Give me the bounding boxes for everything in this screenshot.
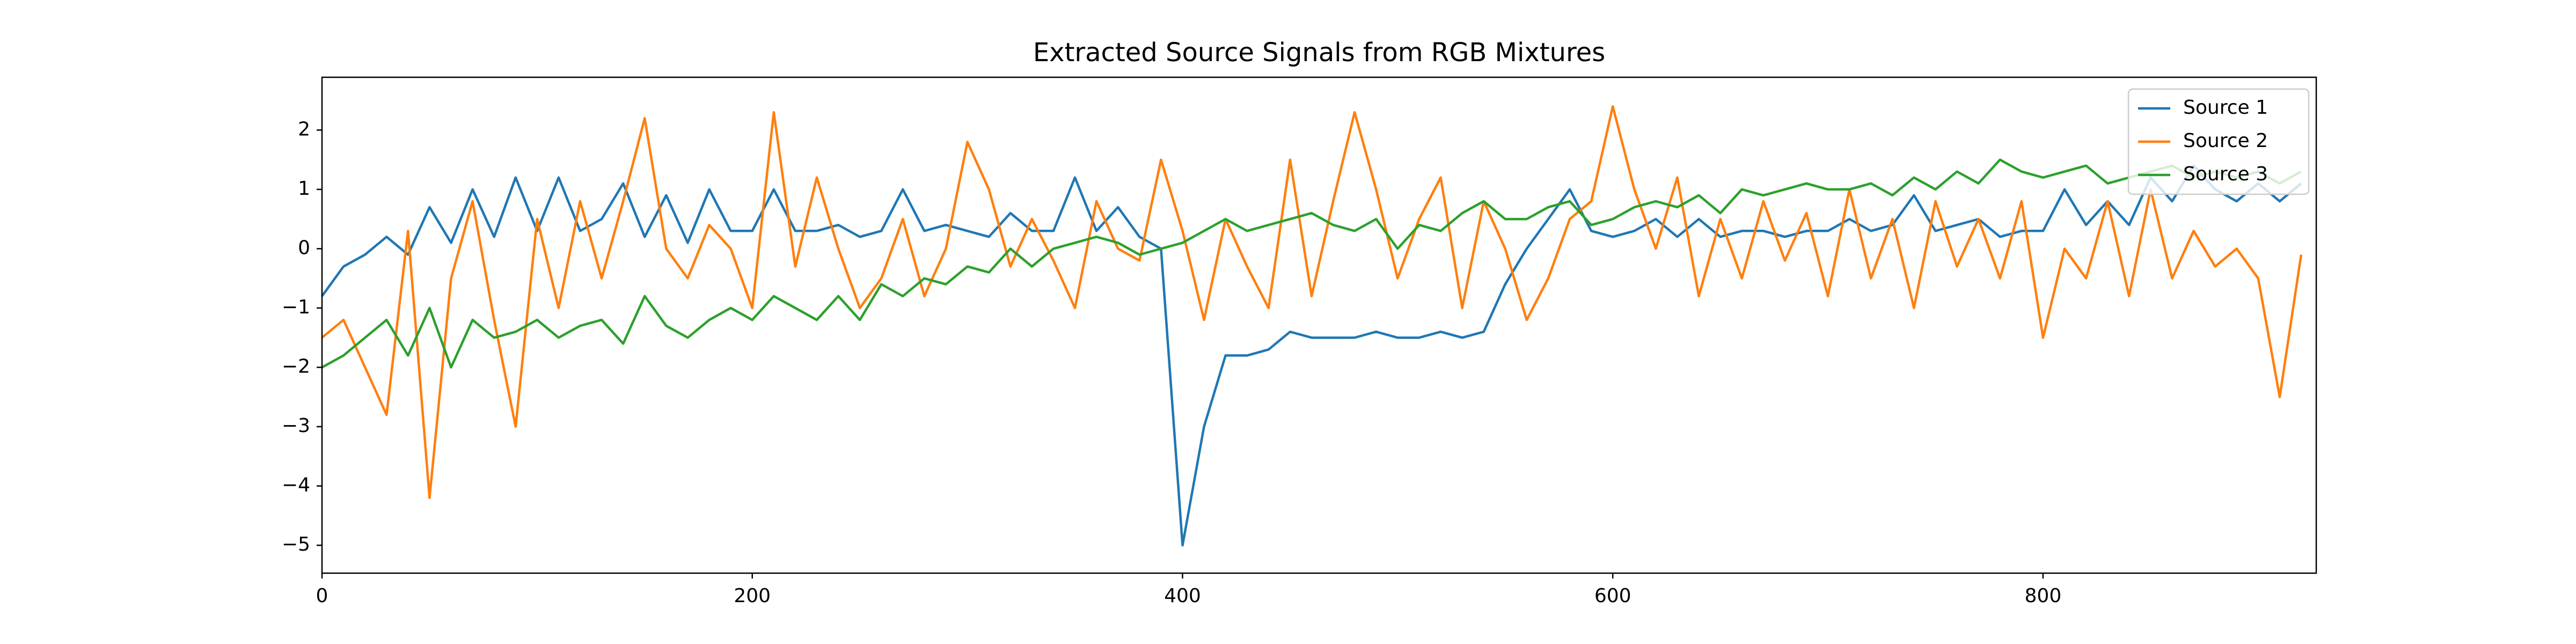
chart-title: Extracted Source Signals from RGB Mixtur… [1033,38,1605,68]
x-tick-label: 0 [316,585,328,607]
y-tick-label: −2 [282,355,310,377]
series-line [321,158,2302,369]
x-tick-label: 200 [734,585,771,607]
legend-label: Source 3 [2183,163,2268,185]
legend-label: Source 1 [2183,97,2268,119]
y-tick-label: −5 [282,533,310,555]
y-tick-label: −1 [282,296,310,318]
legend-label: Source 2 [2183,130,2268,152]
x-tick-label: 800 [2025,585,2062,607]
y-tick-label: −4 [282,474,310,496]
y-tick-label: 1 [298,178,310,200]
x-tick-label: 400 [1164,585,1201,607]
y-tick-label: 2 [298,118,310,140]
series-line [321,105,2303,499]
plot-frame [321,76,2317,574]
y-tick-label: −3 [282,415,310,437]
y-tick-label: 0 [298,237,310,259]
legend-box [2127,88,2310,195]
x-tick-label: 600 [1594,585,1631,607]
series-line [321,164,2302,547]
